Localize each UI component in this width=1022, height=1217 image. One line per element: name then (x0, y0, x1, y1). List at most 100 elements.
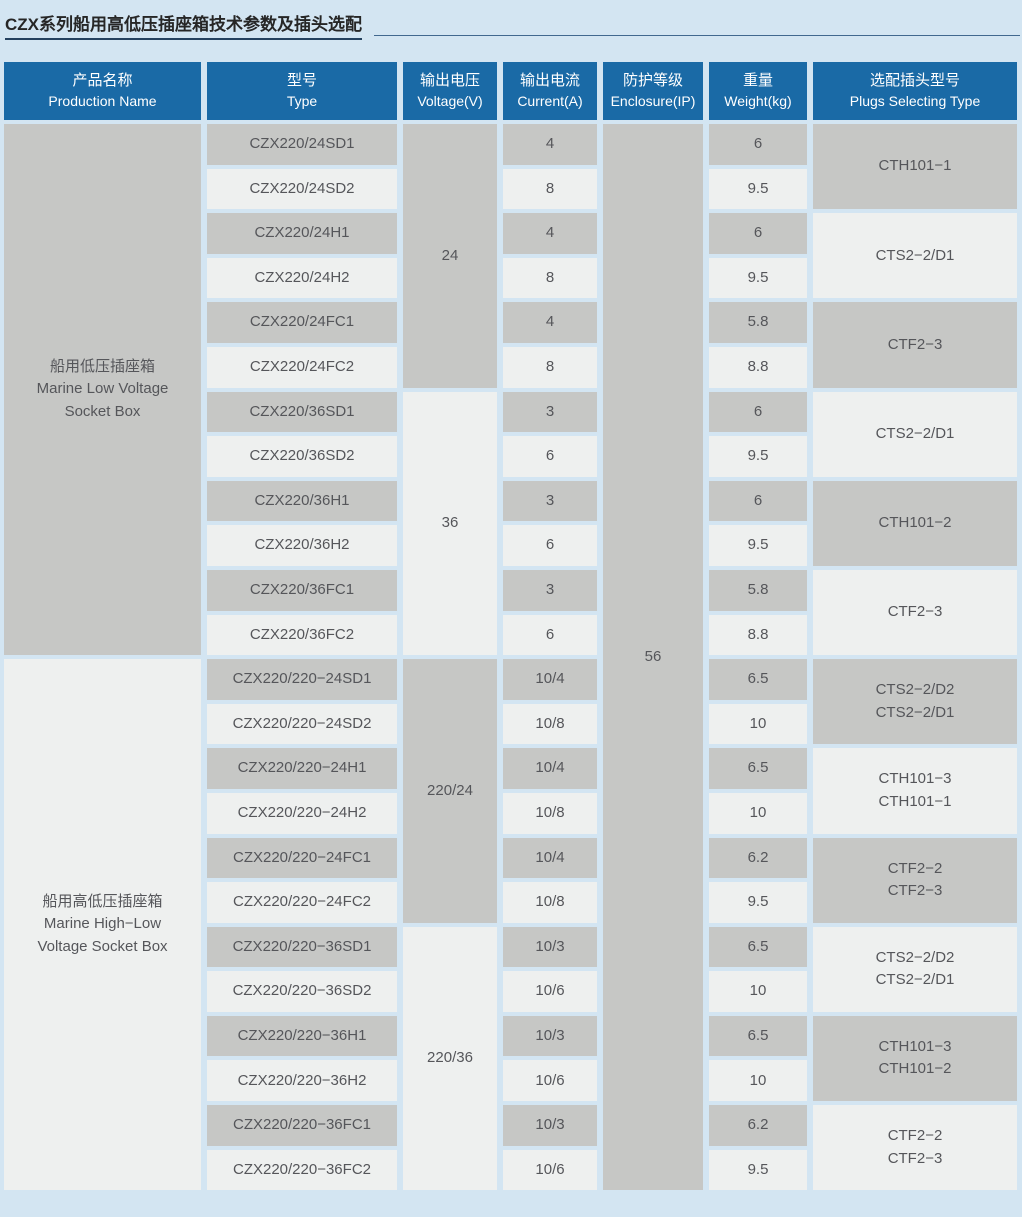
current-cell: 10/6 (503, 1060, 597, 1102)
weight-cell: 6 (709, 213, 807, 254)
weight-cell: 6.2 (709, 1105, 807, 1146)
plugs-cell: CTF2−3 (813, 569, 1017, 656)
model-cell: CZX220/220−24H1 (207, 748, 397, 789)
weight-cell: 10 (709, 792, 807, 834)
header-label-zh: 输出电压 (419, 72, 480, 90)
header-label-en: Enclosure(IP) (610, 92, 696, 109)
column-header-2: 型号 Type (207, 62, 397, 120)
model-cell: CZX220/36SD1 (207, 391, 397, 433)
weight-cell: 6.2 (709, 837, 807, 879)
weight-cell: 6.5 (709, 1015, 807, 1057)
current-cell: 4 (503, 213, 597, 254)
product-name-cell: 船用低压插座箱 Marine Low Voltage Socket Box (4, 124, 201, 656)
weight-cell: 9.5 (709, 525, 807, 566)
plugs-cell: CTS2−2/D2 CTS2−2/D1 (813, 659, 1017, 745)
weight-cell: 6.5 (709, 659, 807, 700)
product-name-cell: 船用高低压插座箱 Marine High−Low Voltage Socket … (4, 659, 201, 1191)
ip-cell: 56 (603, 124, 703, 1191)
weight-cell: 6 (709, 124, 807, 165)
column-header-5: 防护等级 Enclosure(IP) (603, 62, 703, 120)
model-cell: CZX220/24SD1 (207, 124, 397, 165)
current-cell: 8 (503, 257, 597, 299)
plugs-cell: CTH101−3 CTH101−1 (813, 748, 1017, 834)
current-cell: 3 (503, 569, 597, 611)
model-cell: CZX220/220−24H2 (207, 792, 397, 834)
weight-cell: 6 (709, 480, 807, 522)
model-cell: CZX220/36FC1 (207, 569, 397, 611)
model-cell: CZX220/220−24FC2 (207, 882, 397, 923)
weight-cell: 9.5 (709, 1149, 807, 1191)
current-cell: 10/6 (503, 971, 597, 1012)
model-cell: CZX220/24FC1 (207, 302, 397, 343)
model-cell: CZX220/36H2 (207, 525, 397, 566)
current-cell: 6 (503, 614, 597, 656)
model-cell: CZX220/220−24SD2 (207, 703, 397, 745)
weight-cell: 9.5 (709, 168, 807, 210)
model-cell: CZX220/24FC2 (207, 346, 397, 388)
current-cell: 8 (503, 346, 597, 388)
current-cell: 3 (503, 391, 597, 433)
page-title: CZX系列船用高低压插座箱技术参数及插头选配 (5, 10, 362, 40)
model-cell: CZX220/220−36FC1 (207, 1105, 397, 1146)
header-label-en: Plugs Selecting Type (849, 92, 981, 109)
weight-cell: 8.8 (709, 346, 807, 388)
header-label-zh: 型号 (286, 72, 317, 90)
weight-cell: 6 (709, 391, 807, 433)
weight-cell: 10 (709, 703, 807, 745)
weight-cell: 10 (709, 971, 807, 1012)
voltage-cell: 220/24 (403, 659, 497, 923)
current-cell: 10/4 (503, 659, 597, 700)
spec-table: 产品名称 Production Name 型号 Type 输出电压 Voltage(V) 输… (4, 62, 1017, 1191)
model-cell: CZX220/24SD2 (207, 168, 397, 210)
title-row: CZX系列船用高低压插座箱技术参数及插头选配 (0, 0, 1022, 40)
weight-cell: 9.5 (709, 882, 807, 923)
voltage-cell: 36 (403, 391, 497, 656)
model-cell: CZX220/220−36FC2 (207, 1149, 397, 1191)
model-cell: CZX220/36H1 (207, 480, 397, 522)
plugs-cell: CTF2−2 CTF2−3 (813, 1105, 1017, 1191)
header-label-en: Current(A) (517, 92, 583, 109)
header-label-zh: 输出电流 (519, 72, 580, 90)
weight-cell: 5.8 (709, 569, 807, 611)
plugs-cell: CTH101−1 (813, 124, 1017, 210)
header-label-en: Weight(kg) (724, 92, 792, 109)
voltage-cell: 220/36 (403, 926, 497, 1191)
weight-cell: 6.5 (709, 748, 807, 789)
column-header-3: 输出电压 Voltage(V) (403, 62, 497, 120)
header-label-en: Type (286, 92, 318, 109)
plugs-cell: CTH101−2 (813, 480, 1017, 566)
header-label-zh: 防护等级 (622, 72, 683, 90)
current-cell: 10/8 (503, 703, 597, 745)
model-cell: CZX220/36FC2 (207, 614, 397, 656)
current-cell: 10/4 (503, 748, 597, 789)
weight-cell: 6.5 (709, 926, 807, 968)
current-cell: 10/6 (503, 1149, 597, 1191)
plugs-cell: CTS2−2/D2 CTS2−2/D1 (813, 926, 1017, 1012)
current-cell: 10/3 (503, 926, 597, 968)
current-cell: 10/8 (503, 792, 597, 834)
column-header-6: 重量 Weight(kg) (709, 62, 807, 120)
current-cell: 10/4 (503, 837, 597, 879)
plugs-cell: CTF2−3 (813, 302, 1017, 388)
current-cell: 4 (503, 124, 597, 165)
header-label-zh: 产品名称 (72, 72, 133, 90)
model-cell: CZX220/36SD2 (207, 436, 397, 477)
voltage-cell: 24 (403, 124, 497, 388)
weight-cell: 5.8 (709, 302, 807, 343)
column-header-4: 输出电流 Current(A) (503, 62, 597, 120)
header-label-en: Production Name (48, 92, 157, 109)
column-header-1: 产品名称 Production Name (4, 62, 201, 120)
model-cell: CZX220/220−24SD1 (207, 659, 397, 700)
current-cell: 8 (503, 168, 597, 210)
model-cell: CZX220/220−24FC1 (207, 837, 397, 879)
weight-cell: 10 (709, 1060, 807, 1102)
weight-cell: 8.8 (709, 614, 807, 656)
header-label-en: Voltage(V) (417, 92, 483, 109)
current-cell: 10/3 (503, 1105, 597, 1146)
model-cell: CZX220/24H1 (207, 213, 397, 254)
current-cell: 6 (503, 436, 597, 477)
current-cell: 4 (503, 302, 597, 343)
model-cell: CZX220/220−36H1 (207, 1015, 397, 1057)
column-header-7: 选配插头型号 Plugs Selecting Type (813, 62, 1017, 120)
